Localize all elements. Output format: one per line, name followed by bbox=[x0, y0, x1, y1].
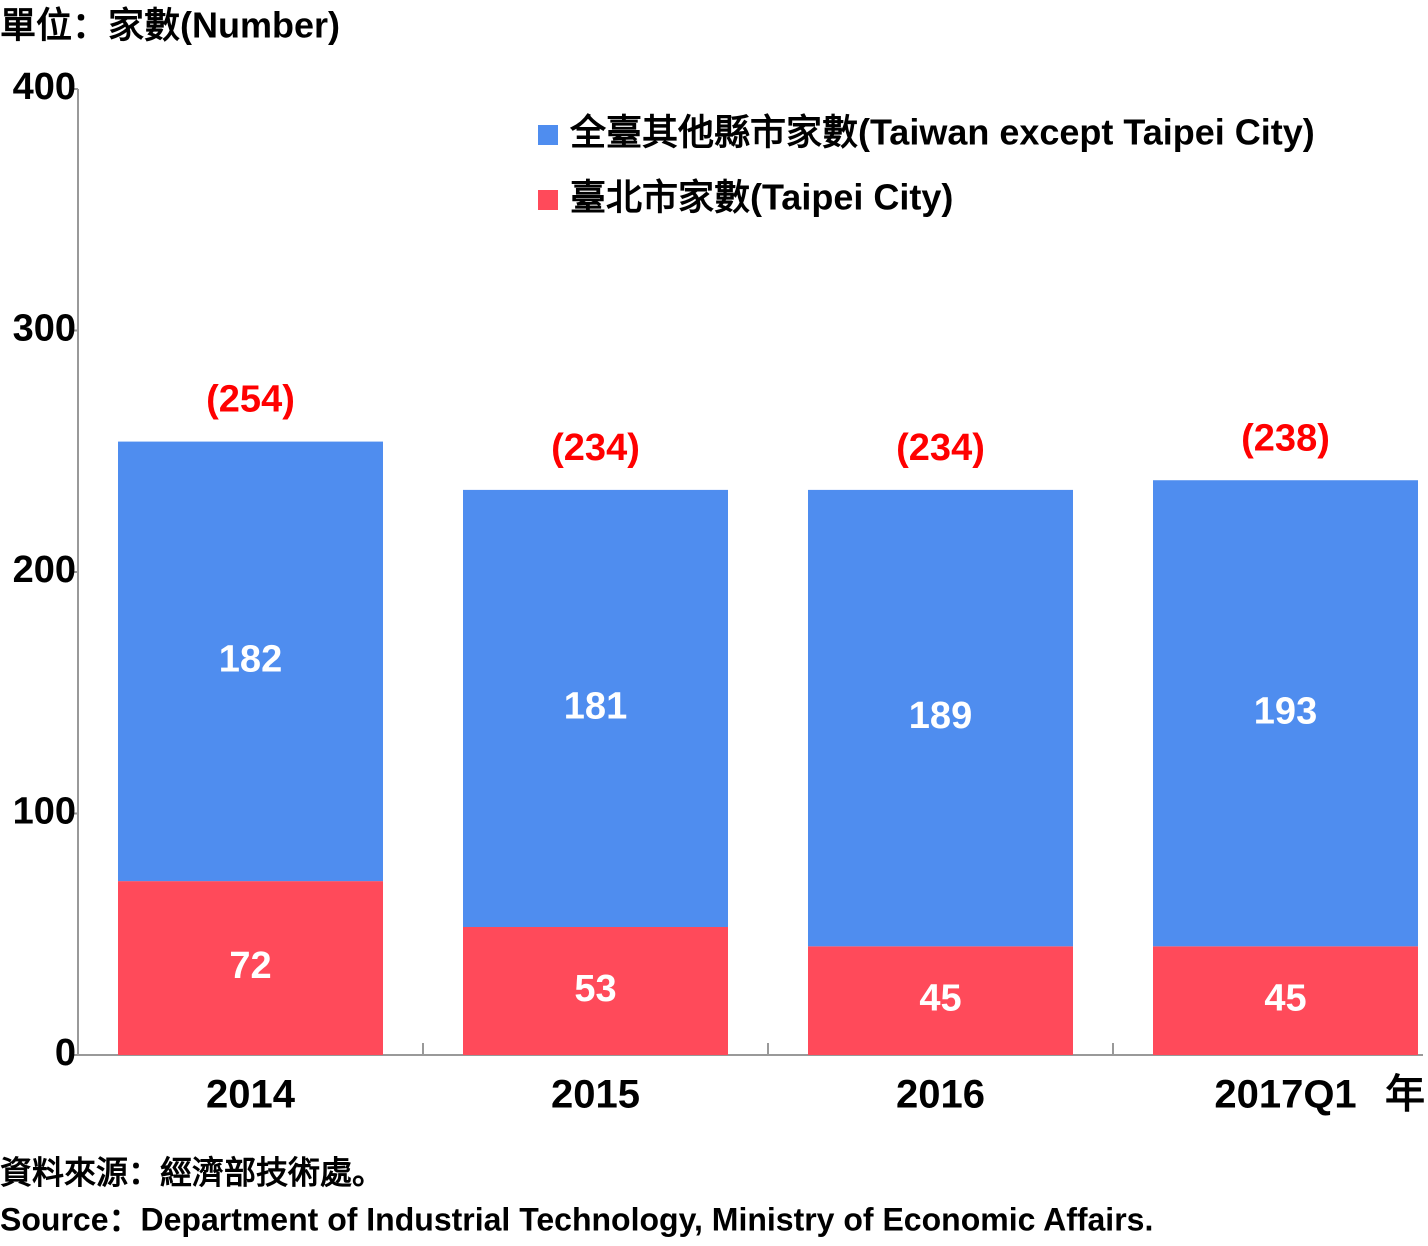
bar-segment bbox=[463, 927, 728, 1055]
bar-segment bbox=[463, 489, 728, 928]
legend-swatch bbox=[538, 190, 558, 210]
total-label: (234) bbox=[551, 427, 640, 469]
bar-segment bbox=[808, 489, 1073, 947]
bar-segment bbox=[808, 946, 1073, 1055]
value-label: 181 bbox=[564, 685, 627, 727]
value-label: 53 bbox=[574, 968, 616, 1010]
value-label: 193 bbox=[1254, 690, 1317, 732]
source: 資料來源：經濟部技術處。 bbox=[0, 1154, 384, 1190]
x-tick-label: 2014 bbox=[206, 1073, 296, 1117]
bar-segment bbox=[1153, 480, 1418, 947]
bar-segment bbox=[1153, 946, 1418, 1055]
value-label: 45 bbox=[1264, 978, 1306, 1020]
x-tick-label: 2015 bbox=[551, 1073, 640, 1117]
bar-segment bbox=[118, 881, 383, 1055]
legend-swatch bbox=[538, 125, 558, 145]
bar-segment bbox=[118, 441, 383, 882]
y-tick-label: 300 bbox=[13, 308, 76, 350]
total-label: (238) bbox=[1241, 417, 1330, 459]
total-label: (234) bbox=[896, 427, 985, 469]
y-tick-label: 100 bbox=[13, 791, 76, 833]
total-label: (254) bbox=[206, 379, 295, 421]
legend-label: 臺北市家數(Taipei City) bbox=[570, 177, 953, 218]
x-tick-label: 2016 bbox=[896, 1073, 985, 1117]
value-label: 182 bbox=[219, 638, 282, 680]
value-label: 72 bbox=[229, 945, 271, 987]
y-tick-label: 0 bbox=[55, 1032, 76, 1074]
x-axis-label: 年 bbox=[1385, 1073, 1425, 1117]
y-tick-label: 400 bbox=[13, 66, 76, 108]
value-label: 45 bbox=[919, 978, 961, 1020]
legend-label: 全臺其他縣市家數(Taiwan except Taipei City) bbox=[569, 112, 1315, 153]
x-tick-label: 2017Q1 bbox=[1214, 1073, 1356, 1117]
y-axis-label: 單位：家數(Number) bbox=[0, 5, 340, 46]
source: Source：Department of Industrial Technolo… bbox=[0, 1201, 1153, 1237]
value-label: 189 bbox=[909, 695, 972, 737]
y-tick-label: 200 bbox=[13, 549, 76, 591]
